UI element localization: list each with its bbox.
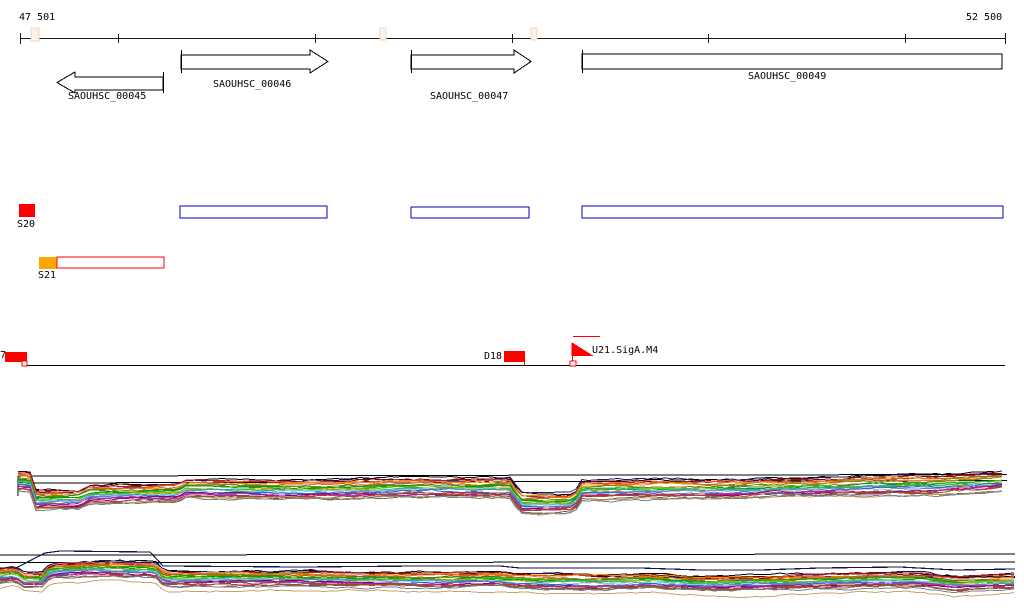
gene-label-saouhsc_00047: SAOUHSC_00047: [430, 91, 509, 102]
expression-track-bottom[interactable]: [0, 550, 1016, 598]
probe-box[interactable]: [410, 206, 530, 219]
segment-s20[interactable]: [19, 204, 35, 217]
expression-line: [17, 483, 1003, 508]
expression-line: [17, 485, 1002, 511]
gene-arrow-saouhsc_00045[interactable]: [56, 71, 164, 94]
ruler-end-coordinate: 52 500: [966, 12, 1003, 23]
expression-line: [0, 567, 1015, 585]
gene-label-saouhsc_00045: SAOUHSC_00045: [68, 91, 147, 102]
gene-label-saouhsc_00046: SAOUHSC_00046: [213, 79, 292, 90]
track-boundary-line: [0, 561, 1016, 563]
track-boundary-line: [17, 474, 1008, 477]
track-envelope-line: [0, 550, 1016, 571]
probe-box[interactable]: [581, 205, 1004, 219]
expression-line: [0, 564, 1015, 583]
expression-line: [17, 474, 1003, 499]
ruler-highlight-marker[interactable]: [530, 27, 538, 41]
flag-marker[interactable]: [504, 351, 525, 362]
ruler-highlight-marker[interactable]: [379, 27, 387, 41]
flag-label: D18: [484, 351, 503, 362]
segment-s21-orange[interactable]: [39, 257, 57, 269]
expression-line: [0, 579, 1015, 598]
segment-s21-label: S21: [38, 270, 57, 281]
expression-track-top[interactable]: [17, 470, 1008, 516]
flag-pennant[interactable]: [571, 342, 594, 356]
flag-marker[interactable]: [5, 352, 27, 362]
ruler-start-coordinate: 47 501: [19, 12, 56, 23]
flag-base: [21, 360, 28, 367]
expression-line: [0, 574, 1014, 592]
flag-label: U21.SigA.M4: [592, 345, 659, 356]
gene-arrow-saouhsc_00046[interactable]: [180, 49, 329, 74]
probe-box[interactable]: [179, 205, 328, 219]
expression-line: [0, 575, 1015, 594]
expression-line: [17, 490, 1003, 515]
track-boundary-line: [0, 553, 1016, 556]
gene-arrow-saouhsc_00049[interactable]: [581, 53, 1003, 70]
ruler-highlight-marker[interactable]: [30, 27, 40, 42]
gene-label-saouhsc_00049: SAOUHSC_00049: [748, 71, 827, 82]
flag-base: [569, 360, 577, 367]
gene-arrow-saouhsc_00047[interactable]: [410, 49, 532, 74]
segment-s20-label: S20: [17, 219, 36, 230]
segment-s21-outline[interactable]: [56, 256, 165, 269]
expression-line: [0, 569, 1015, 589]
flag-label: 7: [0, 350, 7, 361]
